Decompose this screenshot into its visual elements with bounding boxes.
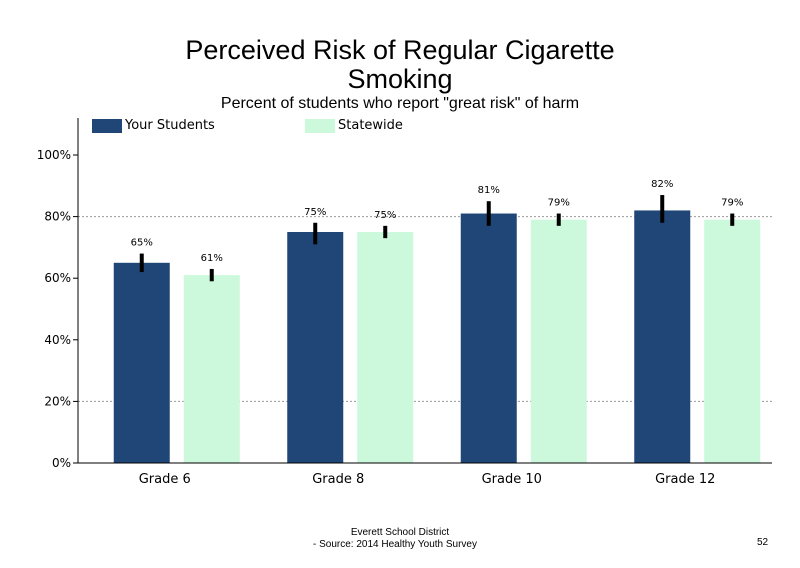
y-tick-label: 60% xyxy=(44,271,71,285)
bar xyxy=(460,213,517,463)
y-tick-label: 80% xyxy=(44,210,71,224)
x-tick-label: Grade 12 xyxy=(655,472,715,487)
footer-source: - Source: 2014 Healthy Youth Survey xyxy=(313,539,477,550)
chart-title: Perceived Risk of Regular Cigarette Smok… xyxy=(0,36,800,94)
data-label: 79% xyxy=(721,198,743,209)
data-label: 82% xyxy=(651,179,673,190)
data-label: 75% xyxy=(374,210,396,221)
legend-item-statewide: Statewide xyxy=(305,118,403,133)
bar xyxy=(287,232,344,463)
chart-subtitle: Percent of students who report "great ri… xyxy=(220,95,580,112)
bar xyxy=(357,232,414,463)
footer: Everett School District - Source: 2014 H… xyxy=(0,527,800,551)
y-tick-label: 20% xyxy=(44,394,71,408)
bar xyxy=(530,219,587,463)
y-tick-label: 100% xyxy=(37,148,71,162)
chart-title-line-1: Perceived Risk of Regular Cigarette xyxy=(185,35,615,65)
chart-legend: Your Students Statewide xyxy=(0,118,800,138)
data-label: 81% xyxy=(478,185,500,196)
legend-swatch-your-students xyxy=(92,118,122,133)
x-tick-label: Grade 10 xyxy=(482,472,542,487)
y-tick-label: 0% xyxy=(52,456,71,470)
data-label: 75% xyxy=(304,207,326,218)
bar xyxy=(634,210,691,463)
bar xyxy=(113,262,170,463)
legend-label-statewide: Statewide xyxy=(338,118,403,133)
legend-item-your-students: Your Students xyxy=(92,118,215,133)
footer-district: Everett School District xyxy=(350,527,450,538)
x-tick-label: Grade 6 xyxy=(139,472,191,487)
page-number: 52 xyxy=(757,537,769,548)
bar xyxy=(704,219,761,463)
legend-swatch-statewide xyxy=(305,118,335,133)
x-tick-label: Grade 8 xyxy=(312,472,364,487)
data-label: 79% xyxy=(548,198,570,209)
y-tick-label: 40% xyxy=(44,333,71,347)
data-label: 61% xyxy=(201,253,223,264)
legend-label-your-students: Your Students xyxy=(125,118,215,133)
data-label: 65% xyxy=(131,238,153,249)
bar xyxy=(183,275,240,463)
chart-title-line-2: Smoking xyxy=(347,64,453,94)
